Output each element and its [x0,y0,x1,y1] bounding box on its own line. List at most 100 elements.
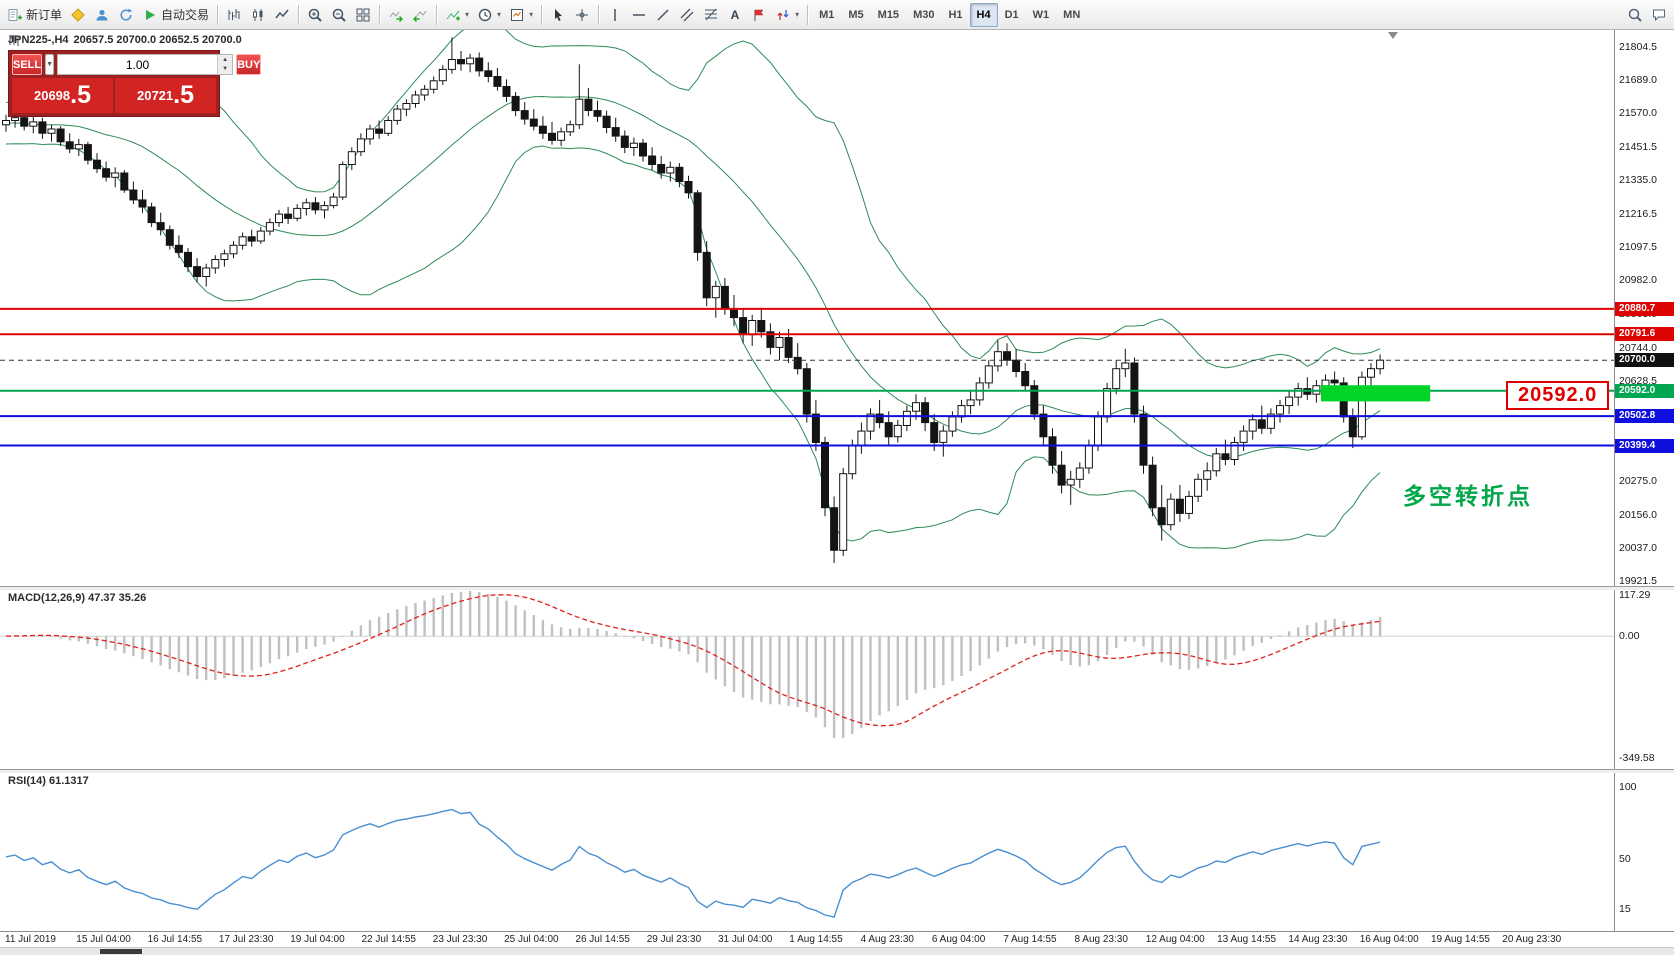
equidistant-channel-button[interactable] [675,3,699,27]
timeframe-h4-button[interactable]: H4 [969,2,998,27]
zoom-in-button[interactable] [303,3,327,27]
text-button[interactable]: A [723,3,747,27]
time-axis[interactable]: 11 Jul 2019 15 Jul 04:00 16 Jul 14:55 17 Ju… [0,931,1674,948]
chat-button[interactable] [1647,3,1671,27]
crosshair-button[interactable] [570,3,594,27]
price-chart-pane[interactable]: JPN225-,H4 20657.5 20700.0 20652.5 20700… [0,30,1614,586]
timeframe-m15-button[interactable]: M15 [871,3,906,27]
time-axis-label: 23 Jul 23:30 [432,934,488,945]
toolbar-right-group [1623,0,1671,29]
timeframe-mn-button[interactable]: MN [1056,3,1087,27]
pane-splitter[interactable] [0,769,1674,773]
community-button[interactable] [90,3,114,27]
rsi-axis-label: 15 [1619,903,1631,916]
price-tag: 20592.0 [1615,383,1674,398]
text-annotation[interactable]: 多空转折点 [1403,482,1533,509]
one-click-options-button[interactable]: ▼ [45,54,55,75]
rsi-canvas[interactable] [0,772,1614,931]
fibonacci-button[interactable] [699,3,723,27]
templates-button[interactable]: ▾ [505,3,537,27]
buy-button[interactable]: BUY [236,54,262,75]
buy-price-big: .5 [173,81,194,109]
time-axis-label: 8 Aug 23:30 [1074,934,1128,945]
macd-canvas[interactable] [0,589,1614,769]
volume-down-button[interactable]: ▼ [218,64,233,74]
price-axis-label: 21451.5 [1619,141,1657,153]
pane-splitter[interactable] [0,586,1674,590]
timeframe-m30-button[interactable]: M30 [906,3,941,27]
vertical-line-button[interactable] [603,3,627,27]
time-axis-label: 13 Aug 14:55 [1217,934,1277,945]
autotrading-button[interactable]: 自动交易 [138,3,213,27]
periods-button[interactable]: ▾ [473,3,505,27]
chart-shift-button[interactable] [408,3,432,27]
one-click-trading-panel: SELL ▼ ▲ ▼ BUY 20698.5 20721.5 [8,50,262,117]
svg-text:A: A [731,8,740,22]
time-axis-label: 26 Jul 14:55 [575,934,630,945]
time-axis-label: 7 Aug 14:55 [1003,934,1057,945]
price-tag: 20880.7 [1615,301,1674,316]
time-axis-label: 16 Jul 14:55 [147,934,203,945]
macd-axis-label: 117.29 [1619,589,1651,602]
macd-pane[interactable]: MACD(12,26,9) 47.37 35.26 [0,589,1614,769]
toolbar-separator [807,4,809,25]
buy-price[interactable]: 20721.5 [115,78,216,113]
search-button[interactable] [1623,3,1647,27]
text-label-button[interactable] [747,3,771,27]
rsi-pane[interactable]: RSI(14) 61.1317 [0,772,1614,931]
zoom-out-button[interactable] [327,3,351,27]
price-axis-label: 21689.0 [1619,73,1657,86]
toolbar: 新订单 自动交易 ▾ ▾ ▾ A ▾ M1 M5 M15 M30 H1 H4 D1 W1 MN [0,0,1674,30]
metaeditor-button[interactable] [66,3,90,27]
timeframe-m5-button[interactable]: M5 [841,3,870,27]
fibonacci-icon [703,7,719,23]
timeframe-w1-button[interactable]: W1 [1026,3,1057,27]
community-icon [94,7,110,23]
zoom-out-icon [331,7,347,23]
toolbar-separator [298,4,300,25]
line-chart-button[interactable] [270,3,294,27]
chart-shift-marker [1388,32,1398,39]
bar-chart-button[interactable] [222,3,246,27]
sell-button[interactable]: SELL [12,54,43,75]
scrollbar-thumb[interactable] [100,949,142,954]
volume-input[interactable] [58,55,218,74]
candle-chart-button[interactable] [246,3,270,27]
price-tag: 20700.0 [1615,353,1674,368]
time-axis-label: 19 Jul 04:00 [290,934,345,945]
sell-price-main: 20698 [33,88,71,103]
time-axis-label: 20 Aug 23:30 [1502,934,1562,945]
tile-windows-icon [355,7,371,23]
macd-axis-label: -349.58 [1619,752,1655,765]
volume-up-button[interactable]: ▲ [218,55,233,65]
time-axis-label: 12 Aug 04:00 [1145,934,1205,945]
arrows-button[interactable]: ▾ [771,3,803,27]
price-axis-label: 20628.5 [1619,374,1657,387]
sell-price[interactable]: 20698.5 [12,78,113,113]
trendline-icon [655,7,671,23]
price-label-annotation[interactable]: 20592.0 [1506,381,1610,411]
channel-icon [679,7,695,23]
time-axis-label: 6 Aug 04:00 [931,934,986,945]
trendline-button[interactable] [651,3,675,27]
time-axis-label: 19 Aug 14:55 [1431,934,1490,945]
price-axis-label: 20982.0 [1619,274,1657,287]
indicators-button[interactable]: ▾ [441,3,473,27]
price-chart-canvas[interactable] [0,30,1614,586]
time-axis-label: 4 Aug 23:30 [860,934,914,945]
toolbar-main-group: 新订单 自动交易 ▾ ▾ ▾ A ▾ [3,0,812,29]
price-tag: 20502.8 [1615,409,1674,424]
horizontal-scrollbar[interactable] [0,947,1674,955]
timeframe-d1-button[interactable]: D1 [998,3,1026,27]
time-axis-label: 1 Aug 14:55 [789,934,843,945]
timeframe-m1-button[interactable]: M1 [812,3,841,27]
rsi-axis-label: 50 [1619,852,1631,865]
cursor-button[interactable] [546,3,570,27]
new-order-button[interactable]: 新订单 [3,3,66,27]
price-axis[interactable]: 21804.5 21689.0 21570.0 21451.5 21335.0 21216… [1614,30,1674,947]
timeframe-h1-button[interactable]: H1 [941,3,969,27]
horizontal-line-button[interactable] [627,3,651,27]
tile-windows-button[interactable] [351,3,375,27]
refresh-button[interactable] [114,3,138,27]
auto-scroll-button[interactable] [384,3,408,27]
